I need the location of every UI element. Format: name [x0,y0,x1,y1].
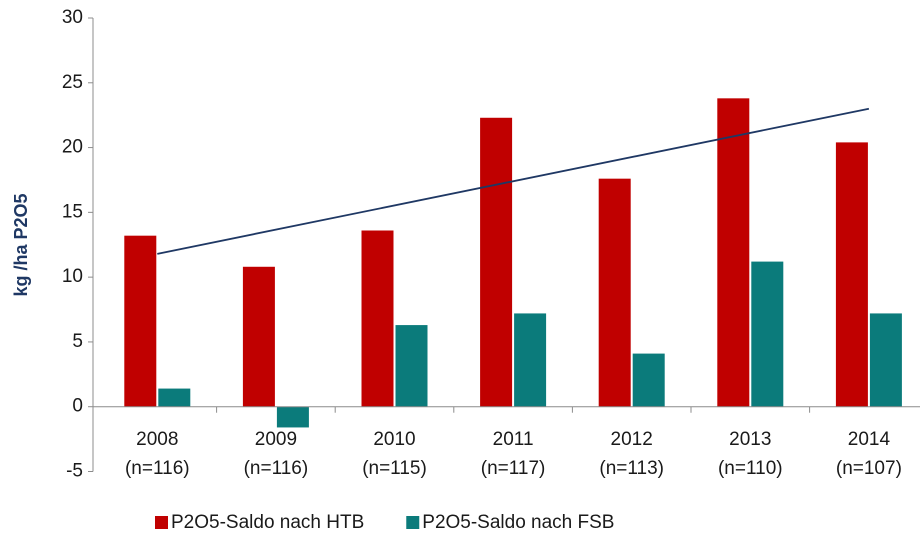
bar [242,266,275,407]
bar [751,261,784,407]
legend: P2O5-Saldo nach HTB P2O5-Saldo nach FSB [155,512,614,533]
x-tick-label: 2013 [729,429,771,450]
y-tick-label: 0 [72,396,83,417]
x-tick-label: 2011 [493,429,534,450]
y-axis-title: kg /ha P2O5 [11,193,31,296]
legend-label: P2O5-Saldo nach FSB [422,512,614,533]
x-tick-label: 2009 [255,429,297,450]
bar [124,235,157,407]
bar [361,230,394,407]
bar [598,178,631,407]
bar [632,353,665,407]
y-tick-label: 15 [62,201,83,222]
bar [395,325,428,407]
x-tick-note: (n=110) [718,458,783,479]
x-tick-label: 2014 [848,429,891,450]
x-tick-note: (n=117) [481,458,546,479]
legend-swatch [155,516,168,529]
y-tick-label: 30 [62,7,83,28]
bar [717,98,750,407]
y-tick-label: 5 [72,331,83,352]
x-tick-note: (n=115) [362,458,427,479]
bar [514,313,547,407]
bar [158,388,191,407]
bar [835,142,868,407]
bar [480,117,513,407]
x-tick-note: (n=116) [244,458,309,479]
y-tick-label: 20 [62,137,83,158]
bar [276,406,309,428]
y-tick-label: 25 [62,72,83,93]
bar [869,313,902,407]
x-tick-note: (n=113) [599,458,664,479]
legend-swatch [406,516,420,529]
x-tick-label: 2008 [136,429,178,450]
trendline [157,107,870,255]
x-tick-label: 2012 [611,429,653,450]
x-tick-note: (n=107) [836,458,902,479]
legend-label: P2O5-Saldo nach HTB [171,512,364,533]
y-tick-label: -5 [66,461,83,482]
x-tick-note: (n=116) [125,458,190,479]
x-tick-label: 2010 [373,429,415,450]
y-tick-label: 10 [62,266,83,287]
